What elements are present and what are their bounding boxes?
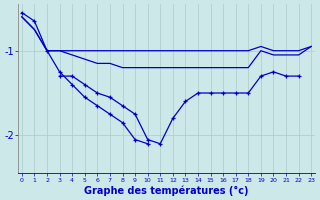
X-axis label: Graphe des températures (°c): Graphe des températures (°c) (84, 185, 249, 196)
